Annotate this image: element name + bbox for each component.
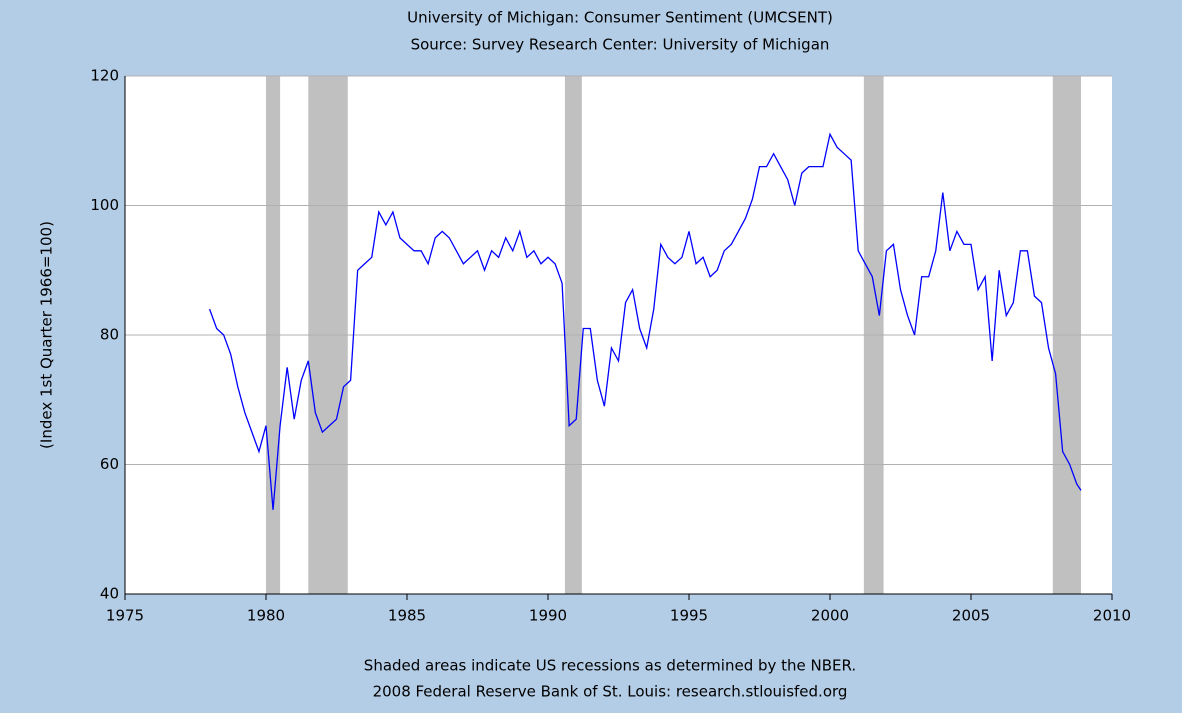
x-tick-label: 2000 [811, 607, 849, 625]
x-tick-label: 2010 [1093, 607, 1131, 625]
chart-title: University of Michigan: Consumer Sentime… [407, 9, 833, 27]
footnote: Shaded areas indicate US recessions as d… [364, 657, 856, 675]
x-tick-label: 2005 [952, 607, 990, 625]
y-axis-label: (Index 1st Quarter 1966=100) [38, 221, 56, 449]
x-tick-label: 1985 [388, 607, 426, 625]
chart-subtitle: Source: Survey Research Center: Universi… [411, 36, 830, 54]
credit: 2008 Federal Reserve Bank of St. Louis: … [373, 683, 848, 701]
y-tick-label: 80 [100, 326, 119, 344]
x-tick-label: 1995 [670, 607, 708, 625]
y-tick-label: 120 [90, 67, 119, 85]
x-tick-label: 1980 [247, 607, 285, 625]
y-tick-label: 40 [100, 585, 119, 603]
y-tick-label: 60 [100, 455, 119, 473]
data-line [208, 132, 1082, 510]
y-tick-label: 100 [90, 196, 119, 214]
x-tick-label: 1975 [106, 607, 144, 625]
x-tick-label: 1990 [529, 607, 567, 625]
